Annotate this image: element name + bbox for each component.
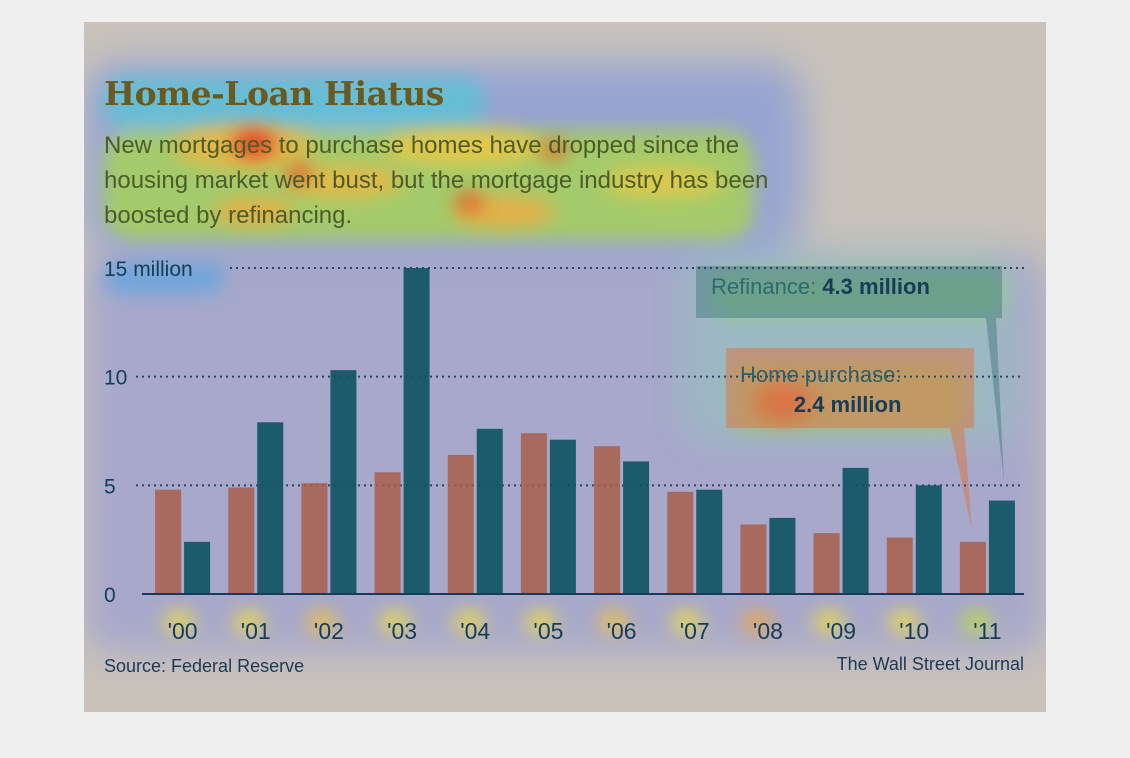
- bar-home-purchase: [740, 524, 767, 594]
- bar-home-purchase: [813, 533, 840, 594]
- chart-title: Home-Loan Hiatus: [104, 74, 444, 113]
- x-tick-label: '02: [314, 618, 344, 644]
- bar-refinance: [184, 541, 211, 594]
- source-note: Source: Federal Reserve: [104, 656, 305, 676]
- chart-subtitle: New mortgages to purchase homes have dro…: [104, 132, 769, 229]
- bar-refinance: [330, 370, 357, 594]
- x-tick-label: '03: [387, 618, 417, 644]
- bar-refinance: [549, 439, 576, 594]
- bar-home-purchase: [301, 483, 328, 594]
- refinance-annotation: Refinance: 4.3 million: [711, 274, 930, 300]
- y-tick-label: 0: [104, 584, 116, 607]
- refinance-callout-box: [696, 266, 1004, 482]
- bar-home-purchase: [520, 433, 547, 594]
- x-tick-label: '07: [680, 618, 710, 644]
- bar-refinance: [476, 428, 503, 594]
- purchase-annotation: Home purchase: 2.4 million: [740, 360, 901, 420]
- bar-refinance: [696, 489, 723, 594]
- chart-panel: Home-Loan Hiatus New mortgages to purcha…: [84, 22, 1046, 712]
- bar-home-purchase: [374, 472, 401, 594]
- bar-home-purchase: [228, 487, 255, 594]
- bar-home-purchase: [447, 454, 474, 594]
- x-tick-label: '09: [826, 618, 856, 644]
- bar-home-purchase: [959, 541, 986, 594]
- bar-home-purchase: [667, 491, 694, 594]
- y-tick-label: 15 million: [104, 258, 193, 281]
- y-tick-label: 10: [104, 367, 127, 390]
- bar-chart: 0 5 10 15 million '00 '01 '02 '03 '04 '05 '06 '07 '0…: [104, 258, 1024, 644]
- bar-refinance: [769, 517, 796, 594]
- refinance-annotation-value: 4.3 million: [822, 274, 930, 299]
- x-tick-label: '05: [533, 618, 563, 644]
- bar-home-purchase: [594, 446, 621, 594]
- y-tick-label: 5: [104, 475, 116, 498]
- x-tick-label: '11: [973, 618, 1001, 644]
- bar-refinance: [623, 461, 650, 594]
- publisher-credit: The Wall Street Journal: [836, 654, 1024, 674]
- x-tick-label: '10: [899, 618, 929, 644]
- purchase-callout-box: [726, 348, 974, 530]
- bar-home-purchase: [886, 537, 913, 594]
- x-tick-label: '00: [168, 618, 198, 644]
- refinance-annotation-label: Refinance:: [711, 274, 817, 299]
- bar-refinance: [403, 268, 430, 594]
- x-tick-label: '08: [753, 618, 783, 644]
- purchase-annotation-label: Home purchase:: [740, 362, 902, 387]
- x-tick-label: '06: [607, 618, 637, 644]
- x-tick-label: '01: [241, 618, 271, 644]
- purchase-annotation-value: 2.4 million: [793, 392, 902, 417]
- bar-refinance: [988, 500, 1015, 594]
- bar-home-purchase: [155, 489, 182, 594]
- bar-refinance: [915, 485, 942, 594]
- bar-refinance: [842, 467, 869, 594]
- x-tick-label: '04: [460, 618, 490, 644]
- bar-refinance: [257, 422, 284, 594]
